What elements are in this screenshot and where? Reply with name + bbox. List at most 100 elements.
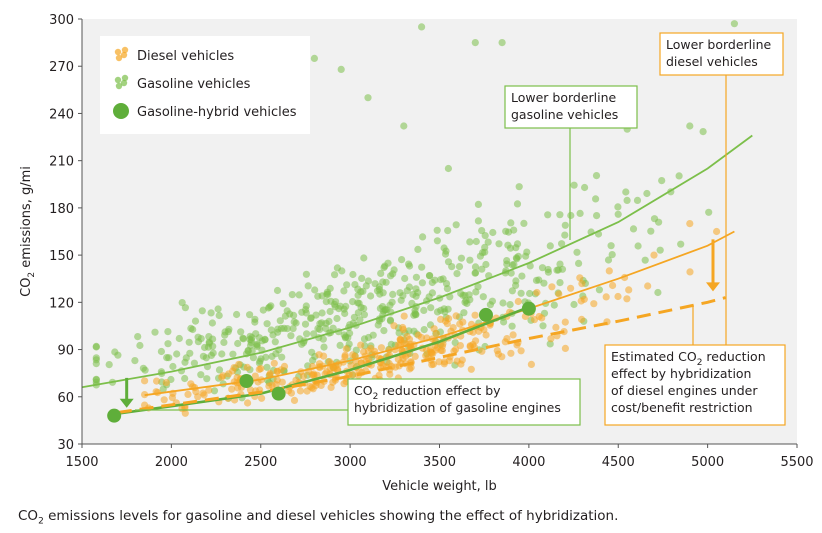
- annotation-box-gas-hybrid: [347, 378, 581, 426]
- diesel-vehicles-point: [443, 320, 451, 328]
- y-tick-label: 60: [57, 391, 74, 406]
- gasoline-vehicles-point: [280, 324, 288, 332]
- gasoline-vehicles-point: [486, 301, 494, 309]
- gasoline-vehicles-point: [656, 246, 664, 254]
- lower-borderline-gasoline-vehicles-curve: [81, 134, 753, 389]
- gasoline-vehicles-point: [481, 243, 489, 251]
- x-tick-label: 4000: [512, 455, 545, 470]
- gasoline-vehicles-point: [508, 287, 516, 295]
- gasoline-vehicles-point: [442, 280, 451, 288]
- diesel-vehicles-point: [555, 290, 563, 298]
- gasoline-vehicles-point: [427, 304, 435, 312]
- y-tick-label: 210: [49, 155, 74, 170]
- diesel-vehicles-point: [527, 360, 536, 368]
- gasoline-vehicles-point: [418, 279, 426, 287]
- gasoline-vehicles-point: [460, 309, 468, 317]
- gasoline-vehicles-point: [337, 65, 345, 73]
- diesel-vehicles-point: [513, 341, 521, 349]
- annotation-text: Estimated CO2 reduction: [611, 349, 766, 368]
- diesel-vehicles-point: [561, 344, 570, 352]
- diesel-vehicles-point: [686, 220, 694, 228]
- gasoline-vehicles-point: [379, 278, 387, 286]
- y-tick-label: 300: [49, 13, 74, 28]
- gasoline-vehicles-point: [614, 203, 622, 211]
- gasoline-vehicles-point: [428, 278, 436, 287]
- gasoline-vehicles-point: [273, 286, 282, 295]
- gasoline-vehicles-point: [479, 293, 487, 301]
- diesel-vehicles-point: [399, 323, 407, 332]
- diesel-vehicles-point: [390, 322, 398, 330]
- diesel-vehicles-point: [625, 286, 633, 294]
- gasoline-vehicles-point: [131, 357, 139, 365]
- hybrid-vehicle-point: [271, 386, 286, 401]
- diesel-vehicles-point: [405, 335, 414, 343]
- diesel-vehicles-point: [533, 288, 541, 297]
- diesel-vehicles-point: [576, 274, 584, 282]
- gasoline-vehicles-point: [186, 349, 194, 357]
- gasoline-vehicles-point: [607, 242, 615, 250]
- diesel-vehicles-point: [507, 349, 515, 357]
- gasoline-vehicles-point: [272, 350, 280, 358]
- gasoline-vehicles-point: [214, 305, 222, 313]
- gasoline-vehicles-point: [481, 232, 489, 240]
- gasoline-vehicles-point: [349, 270, 357, 279]
- gasoline-vehicles-point: [360, 304, 368, 313]
- gasoline-vehicles-point: [255, 334, 263, 342]
- gasoline-vehicles-point: [511, 281, 520, 289]
- gasoline-vehicles-point: [360, 311, 368, 319]
- gasoline-vehicles-point: [403, 287, 411, 295]
- gasoline-vehicles-point: [498, 39, 506, 47]
- gasoline-vehicles-point: [310, 330, 318, 338]
- annotation-box-gas-border: [504, 85, 638, 129]
- diesel-vehicles-point: [308, 371, 316, 379]
- gasoline-vehicles-point: [513, 200, 522, 208]
- gasoline-vehicles-point: [581, 183, 589, 192]
- diesel-vehicles-point: [471, 311, 479, 319]
- gasoline-vehicles-point: [410, 311, 418, 319]
- y-tick-label: 180: [49, 202, 74, 217]
- gasoline-vehicles-point: [570, 181, 578, 189]
- diesel-vehicles-point: [686, 268, 694, 276]
- diesel-vehicles-point: [452, 312, 460, 320]
- gasoline-vehicles-point: [151, 328, 159, 336]
- gasoline-vehicles-point: [730, 20, 739, 28]
- diesel-vehicles-point: [417, 333, 426, 342]
- gasoline-vehicles-point: [441, 250, 450, 258]
- gasoline-vehicles-point: [320, 343, 328, 351]
- legend-marker: [113, 103, 129, 119]
- gasoline-vehicles-point: [550, 301, 558, 309]
- gasoline-vehicles-point: [643, 189, 651, 198]
- figure-caption: CO2 emissions levels for gasoline and di…: [18, 508, 619, 527]
- gasoline-vehicles-point: [111, 348, 119, 356]
- gasoline-vehicles-point: [340, 305, 348, 313]
- reduction-arrow-head: [705, 282, 720, 292]
- gasoline-vehicles-point: [484, 238, 492, 246]
- gasoline-vehicles-point: [426, 272, 434, 280]
- gasoline-vehicles-point: [471, 269, 479, 277]
- gasoline-vehicles-point: [139, 364, 147, 372]
- annotation-text: hybridization of gasoline engines: [354, 400, 561, 415]
- gasoline-vehicles-point: [316, 320, 324, 328]
- diesel-vehicles-point: [578, 280, 586, 288]
- gasoline-vehicles-point: [360, 254, 368, 262]
- diesel-vehicles-point: [517, 347, 525, 355]
- gasoline-vehicles-point: [540, 279, 548, 287]
- gasoline-vehicles-point: [332, 298, 340, 306]
- y-tick-label: 240: [49, 107, 74, 122]
- diesel-vehicles-point: [349, 371, 357, 379]
- gasoline-vehicles-point: [208, 319, 216, 327]
- diesel-vehicles-point: [257, 365, 265, 373]
- gasoline-vehicles-point: [705, 208, 713, 216]
- diesel-vehicles-point: [429, 350, 437, 358]
- legend-marker: [115, 54, 123, 62]
- gasoline-vehicles-point: [203, 375, 211, 383]
- gasoline-vehicles-point: [164, 328, 172, 336]
- gasoline-vehicles-point: [647, 227, 655, 235]
- gasoline-vehicles-point: [341, 334, 349, 342]
- diesel-vehicles-point: [160, 396, 168, 404]
- gasoline-vehicles-point: [233, 310, 241, 319]
- gasoline-vehicles-point: [522, 252, 530, 260]
- legend-marker: [120, 79, 128, 87]
- diesel-vehicles-point: [394, 355, 402, 363]
- annotations: Lower borderline gasoline vehicles Lower b…: [135, 32, 786, 426]
